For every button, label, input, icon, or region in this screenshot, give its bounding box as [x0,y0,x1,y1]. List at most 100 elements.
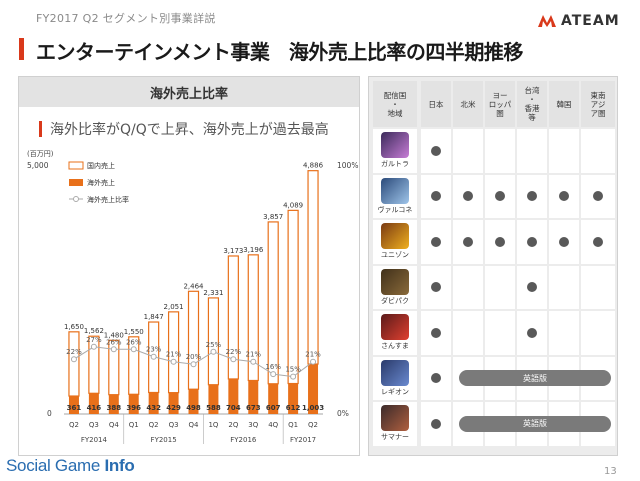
ratio-point [190,361,197,368]
overseas-value-label: 588 [206,404,221,412]
bar-overseas [228,378,239,414]
bar-overseas [208,384,219,414]
english-version-pill: 英語版 [459,370,611,387]
bar-domestic [68,331,80,397]
bar-overseas [128,394,139,414]
x-tick-label: 1Q [208,421,218,429]
footer-brand: Social Game Info [6,456,135,476]
page-title: エンターテインメント事業 海外売上比率の四半期推移 [36,40,523,64]
bar-domestic [108,339,120,396]
column-header: 配信国 ・ 地域 [373,81,417,127]
region-cell [581,129,615,173]
ratio-label: 22% [66,348,82,356]
app-name: ヴァルコネ [377,205,413,214]
legend-marker-ratio [73,196,79,202]
app-name: ユニゾン [381,251,409,260]
bar-domestic [287,209,299,385]
region-cell [421,129,451,173]
x-tick-label: Q1 [129,421,139,429]
total-value-label: 1,562 [84,327,104,335]
page-number: 13 [604,466,617,477]
brand-main: Social Game [6,456,101,475]
ratio-label: 22% [226,348,242,356]
region-cell [549,129,579,173]
valcone-app-icon [381,177,409,204]
app-name: ガルトラ [381,160,409,169]
region-cell [453,174,483,218]
region-cell [485,220,515,264]
y2-tick-label: 100% [337,161,358,170]
ratio-label: 23% [146,346,162,354]
region-cell [549,265,579,309]
fy-label: FY2015 [151,436,177,444]
x-tick-label: 4Q [268,421,278,429]
ratio-label: 26% [106,338,122,346]
ratio-label: 15% [285,366,301,374]
bar-overseas [248,380,259,414]
overseas-value-label: 704 [226,404,241,412]
x-tick-label: Q3 [169,421,179,429]
total-value-label: 3,857 [263,213,283,221]
availability-dot [593,191,603,202]
fy-label: FY2016 [230,436,257,444]
ratio-point [290,373,297,380]
subtitle-accent-bar [39,121,42,137]
x-tick-label: Q1 [288,421,298,429]
column-header: 韓国 [549,81,579,127]
logo-text: ATEAM [561,13,620,29]
region-cell [453,220,483,264]
english-version-pill: 英語版 [459,415,611,432]
overseas-value-label: 361 [67,404,82,412]
brand-bold: Info [104,456,135,475]
ratio-label: 26% [126,338,142,346]
region-cell [421,220,451,264]
column-header: 東南 アジ ア圏 [581,81,615,127]
availability-dot [431,191,441,202]
legion-app-icon [381,359,409,386]
column-header: 台湾 ・ 香港 等 [517,81,547,127]
fy-label: FY2014 [81,436,108,444]
bar-overseas [68,396,79,414]
region-cell [421,265,451,309]
overseas-value-label: 396 [126,404,141,412]
region-cell [421,402,451,446]
column-header: ヨー ロッパ 圏 [485,81,515,127]
app-name: ダビパク [381,296,409,305]
legend-label-domestic: 国内売上 [87,161,115,170]
app-cell: さんすま [373,311,417,355]
x-tick-label: Q4 [189,421,200,429]
ratio-point [230,356,237,363]
ratio-point [210,348,217,355]
sansuma-app-icon [381,314,409,341]
bar-overseas [268,383,279,414]
availability-dot [463,236,473,247]
region-cell [581,265,615,309]
column-header: 日本 [421,81,451,127]
dabipaku-app-icon [381,268,409,295]
legend-swatch-domestic [68,161,84,170]
total-value-label: 2,331 [203,289,223,297]
availability-dot [593,236,603,247]
region-cell [485,129,515,173]
total-value-label: 3,196 [243,246,264,254]
region-cell [453,311,483,355]
ratio-label: 25% [206,341,222,349]
app-cell: ダビパク [373,265,417,309]
ratio-point [270,371,277,378]
total-value-label: 4,089 [283,201,303,209]
app-name: さんすま [381,342,409,351]
region-cell [421,174,451,218]
eyebrow-label: FY2017 Q2 セグメント別事業詳説 [36,12,216,25]
region-cell [549,174,579,218]
app-cell: ユニゾン [373,220,417,264]
availability-dot [495,236,505,247]
availability-dot [527,236,537,247]
total-value-label: 3,173 [223,247,243,255]
app-name: レギオン [381,387,409,396]
availability-dot [527,191,537,202]
x-tick-label: Q2 [69,421,79,429]
bar-overseas [88,393,99,414]
distribution-region-table: 配信国 ・ 地域 日本 北米 ヨー ロッパ 圏台湾 ・ 香港 等韓国 東南 アジ ア圏ガ… [368,76,618,456]
availability-dot [495,191,505,202]
